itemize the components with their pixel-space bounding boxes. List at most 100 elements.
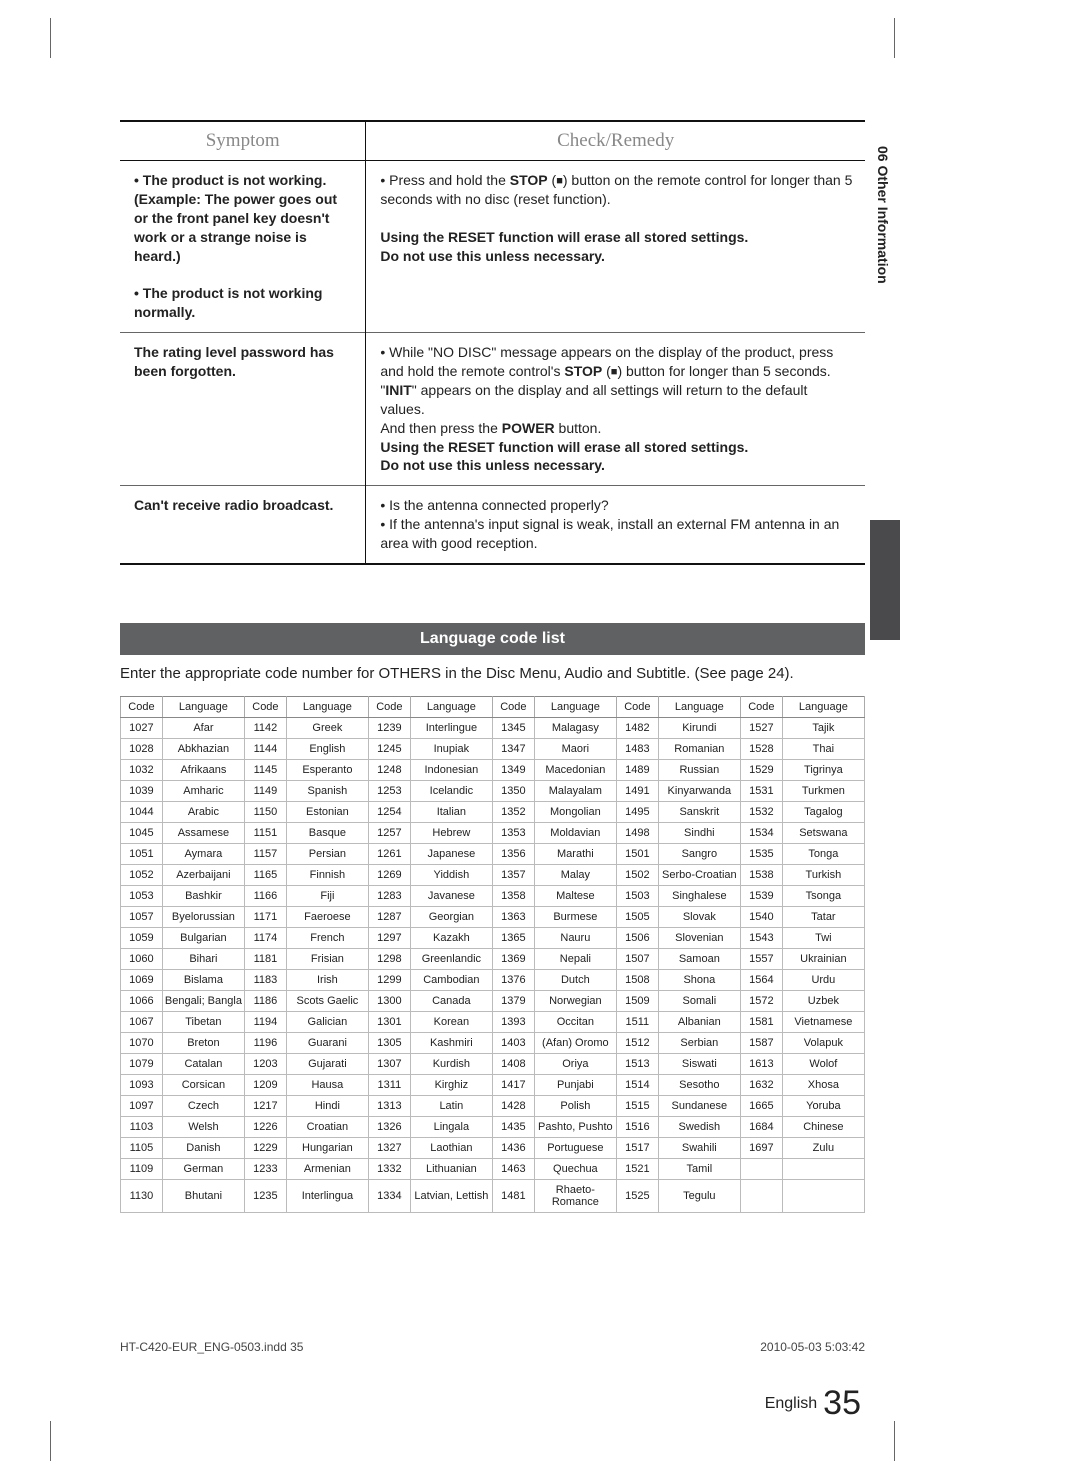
language-cell: Danish <box>162 1138 244 1159</box>
language-cell: Canada <box>410 991 492 1012</box>
code-cell: 1233 <box>244 1159 286 1180</box>
language-header: Language <box>534 697 616 718</box>
language-cell: German <box>162 1159 244 1180</box>
code-cell: 1039 <box>121 781 163 802</box>
code-cell: 1151 <box>244 823 286 844</box>
code-cell: 1144 <box>244 739 286 760</box>
table-row: Can't receive radio broadcast. • Is the … <box>120 486 865 564</box>
code-cell: 1357 <box>492 865 534 886</box>
language-cell: Byelorussian <box>162 907 244 928</box>
language-cell: Tatar <box>782 907 864 928</box>
code-cell: 1379 <box>492 991 534 1012</box>
remedy-header: Check/Remedy <box>366 121 865 161</box>
language-cell: Occitan <box>534 1012 616 1033</box>
language-cell: Wolof <box>782 1054 864 1075</box>
language-cell: Tamil <box>658 1159 740 1180</box>
code-header: Code <box>492 697 534 718</box>
symptom-cell: Can't receive radio broadcast. <box>120 486 366 564</box>
code-cell: 1052 <box>121 865 163 886</box>
language-cell: Aymara <box>162 844 244 865</box>
language-cell: Tibetan <box>162 1012 244 1033</box>
code-cell: 1587 <box>740 1033 782 1054</box>
language-cell: Serbian <box>658 1033 740 1054</box>
footer-page-number: 35 <box>823 1384 861 1422</box>
language-cell: Finnish <box>286 865 368 886</box>
code-cell: 1512 <box>616 1033 658 1054</box>
code-cell: 1515 <box>616 1096 658 1117</box>
language-cell: Polish <box>534 1096 616 1117</box>
language-cell: Scots Gaelic <box>286 991 368 1012</box>
language-cell: Fiji <box>286 886 368 907</box>
code-cell: 1403 <box>492 1033 534 1054</box>
code-cell: 1632 <box>740 1075 782 1096</box>
language-row: 1052Azerbaijani1165Finnish1269Yiddish135… <box>121 865 865 886</box>
code-cell: 1540 <box>740 907 782 928</box>
language-cell: Greenlandic <box>410 949 492 970</box>
language-cell: Hausa <box>286 1075 368 1096</box>
code-cell: 1564 <box>740 970 782 991</box>
language-row: 1130Bhutani1235Interlingua1334Latvian, L… <box>121 1180 865 1213</box>
language-cell: Malagasy <box>534 718 616 739</box>
code-cell: 1684 <box>740 1117 782 1138</box>
code-cell: 1313 <box>368 1096 410 1117</box>
language-row: 1109German1233Armenian1332Lithuanian1463… <box>121 1159 865 1180</box>
language-cell: Kirghiz <box>410 1075 492 1096</box>
language-cell: Kurdish <box>410 1054 492 1075</box>
code-header: Code <box>244 697 286 718</box>
language-cell: Chinese <box>782 1117 864 1138</box>
language-cell: Volapuk <box>782 1033 864 1054</box>
code-cell: 1261 <box>368 844 410 865</box>
code-cell: 1057 <box>121 907 163 928</box>
code-cell: 1463 <box>492 1159 534 1180</box>
code-cell: 1105 <box>121 1138 163 1159</box>
code-cell: 1436 <box>492 1138 534 1159</box>
language-cell: Turkish <box>782 865 864 886</box>
language-cell: Bihari <box>162 949 244 970</box>
code-cell: 1543 <box>740 928 782 949</box>
language-row: 1069Bislama1183Irish1299Cambodian1376Dut… <box>121 970 865 991</box>
language-cell: Somali <box>658 991 740 1012</box>
language-cell: Georgian <box>410 907 492 928</box>
code-cell: 1066 <box>121 991 163 1012</box>
language-cell: Serbo-Croatian <box>658 865 740 886</box>
language-cell: Uzbek <box>782 991 864 1012</box>
code-cell: 1495 <box>616 802 658 823</box>
code-cell: 1369 <box>492 949 534 970</box>
language-cell: Nepali <box>534 949 616 970</box>
language-cell: Corsican <box>162 1075 244 1096</box>
code-cell: 1326 <box>368 1117 410 1138</box>
code-cell: 1538 <box>740 865 782 886</box>
language-cell: Vietnamese <box>782 1012 864 1033</box>
code-cell: 1505 <box>616 907 658 928</box>
language-cell: Tajik <box>782 718 864 739</box>
language-cell: Bulgarian <box>162 928 244 949</box>
language-cell: Rhaeto-Romance <box>534 1180 616 1213</box>
code-cell: 1353 <box>492 823 534 844</box>
language-cell: Kazakh <box>410 928 492 949</box>
code-cell: 1613 <box>740 1054 782 1075</box>
code-cell: 1150 <box>244 802 286 823</box>
code-cell: 1203 <box>244 1054 286 1075</box>
code-cell: 1527 <box>740 718 782 739</box>
code-cell: 1350 <box>492 781 534 802</box>
language-row: 1070Breton1196Guarani1305Kashmiri1403(Af… <box>121 1033 865 1054</box>
code-cell: 1365 <box>492 928 534 949</box>
language-cell: Latvian, Lettish <box>410 1180 492 1213</box>
language-cell: Bislama <box>162 970 244 991</box>
side-tab-label: 06 Other Information <box>875 146 891 284</box>
code-cell: 1521 <box>616 1159 658 1180</box>
code-cell: 1529 <box>740 760 782 781</box>
language-cell: French <box>286 928 368 949</box>
code-cell: 1501 <box>616 844 658 865</box>
language-row: 1093Corsican1209Hausa1311Kirghiz1417Punj… <box>121 1075 865 1096</box>
code-cell: 1509 <box>616 991 658 1012</box>
remedy-cell: • Is the antenna connected properly? • I… <box>366 486 865 564</box>
code-cell: 1103 <box>121 1117 163 1138</box>
language-cell: Galician <box>286 1012 368 1033</box>
code-cell: 1581 <box>740 1012 782 1033</box>
symptom-header: Symptom <box>120 121 366 161</box>
code-cell: 1174 <box>244 928 286 949</box>
code-cell: 1502 <box>616 865 658 886</box>
language-cell: Tigrinya <box>782 760 864 781</box>
language-header: Language <box>782 697 864 718</box>
